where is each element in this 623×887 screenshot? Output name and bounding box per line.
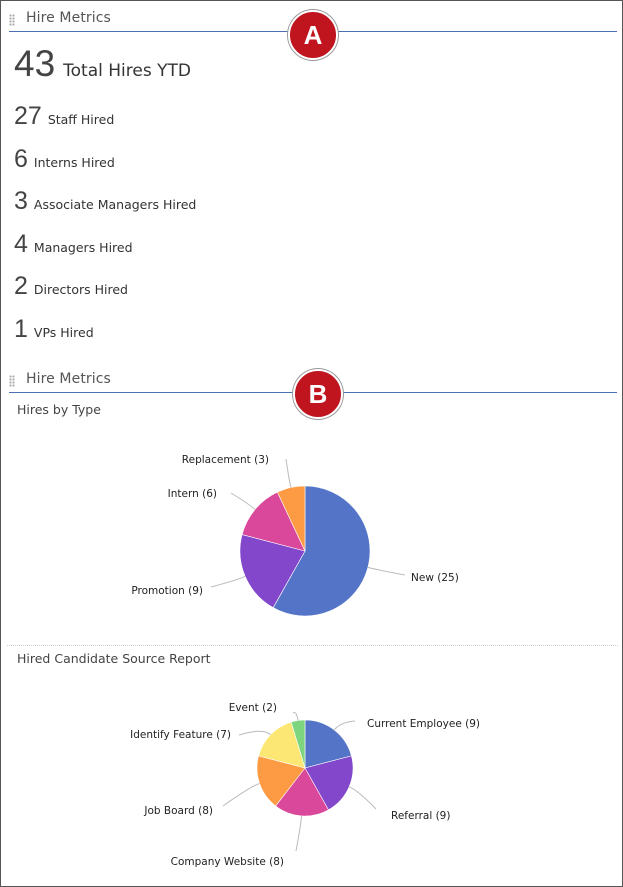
- metric-value: 3: [14, 187, 28, 215]
- pie-slice[interactable]: [258, 721, 306, 769]
- pie-leader-line: [210, 575, 246, 588]
- metric-row: 1 VPs Hired: [14, 315, 94, 344]
- pie-slice-label: Job Board (8): [143, 805, 213, 817]
- pie-slice-label: Company Website (8): [171, 856, 284, 868]
- pie-leader-line: [295, 815, 302, 852]
- pie-leader-line: [230, 492, 256, 510]
- metric-value: 2: [14, 272, 28, 300]
- pie-slice-label: Referral (9): [391, 810, 450, 822]
- metric-row: 4 Managers Hired: [14, 230, 133, 259]
- callout-badge-a: A: [288, 10, 338, 60]
- pie-leader-line: [367, 566, 406, 576]
- metric-label: Interns Hired: [33, 155, 115, 170]
- pie-slice[interactable]: [241, 491, 306, 552]
- metric-row: 6 Interns Hired: [14, 145, 115, 174]
- metric-label: Directors Hired: [33, 282, 128, 297]
- pie-slice-label: Current Employee (9): [367, 718, 480, 730]
- pie-slice[interactable]: [290, 719, 306, 769]
- metric-value: 4: [14, 230, 28, 258]
- pie-slice[interactable]: [275, 767, 329, 817]
- pie-leader-line: [285, 458, 292, 488]
- section-divider: [7, 645, 618, 646]
- metric-label: Total Hires YTD: [63, 61, 191, 81]
- hires-by-type-pie-chart: New (25) Promotion (9) Intern (6) Replaceme…: [131, 454, 459, 617]
- metric-value: 27: [14, 102, 42, 130]
- pie-leader-line: [292, 712, 299, 721]
- metric-row: 2 Directors Hired: [14, 272, 128, 301]
- pie-slice-label: Intern (6): [168, 488, 217, 500]
- candidate-source-pie-chart: Current Employee (9) Referral (9) Company …: [130, 702, 480, 868]
- metric-label: Associate Managers Hired: [33, 197, 197, 212]
- metric-label: VPs Hired: [33, 325, 94, 340]
- pie-slice-label: Event (2): [229, 702, 277, 714]
- panel-b-title: Hire Metrics: [26, 371, 111, 387]
- pie-slice[interactable]: [304, 755, 354, 811]
- drag-handle-icon[interactable]: [9, 375, 15, 387]
- chart-title: Hired Candidate Source Report: [17, 651, 211, 666]
- panel-a-title: Hire Metrics: [26, 10, 111, 26]
- pie-slice-label: Identify Feature (7): [130, 729, 231, 741]
- metric-value: 43: [14, 43, 56, 84]
- pie-leader-line: [348, 786, 377, 810]
- pie-leader-line: [333, 720, 356, 731]
- pie-slice-label: Replacement (3): [182, 454, 269, 466]
- metric-row: 3 Associate Managers Hired: [14, 187, 196, 216]
- total-hires-metric: 43 Total Hires YTD: [14, 43, 191, 85]
- metric-label: Staff Hired: [47, 112, 115, 127]
- pie-slice[interactable]: [304, 719, 352, 769]
- pie-leader-line: [238, 730, 271, 736]
- pie-slice-label: Promotion (9): [131, 585, 203, 597]
- metric-row: 27 Staff Hired: [14, 102, 114, 131]
- pie-slice[interactable]: [239, 534, 306, 609]
- metric-value: 1: [14, 315, 28, 343]
- drag-handle-icon[interactable]: [9, 14, 15, 26]
- pie-slice[interactable]: [277, 485, 306, 552]
- chart-title: Hires by Type: [17, 402, 101, 417]
- pie-leader-line: [222, 783, 260, 807]
- pie-slice-label: New (25): [411, 572, 459, 584]
- metric-value: 6: [14, 145, 28, 173]
- callout-badge-b: B: [293, 369, 343, 419]
- metric-label: Managers Hired: [33, 240, 133, 255]
